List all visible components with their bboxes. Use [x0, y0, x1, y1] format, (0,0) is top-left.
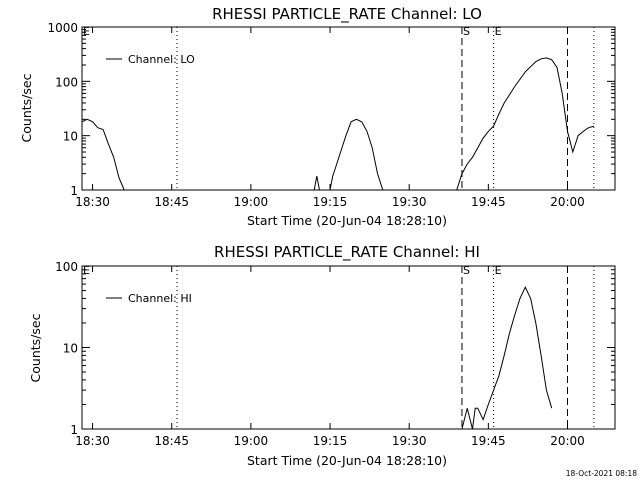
hi-plot-frame	[81, 265, 616, 430]
hi-channel-plot: RHESSI PARTICLE_RATE Channel: HI Counts/…	[28, 243, 616, 468]
lo-x-tick-label: 18:45	[154, 195, 189, 209]
lo-x-tick-label: 19:30	[392, 195, 427, 209]
hi-x-tick-label: 20:00	[550, 434, 585, 448]
lo-event-marker-label: S	[463, 25, 470, 38]
lo-y-tick-label: 100	[55, 75, 78, 89]
hi-x-tick-label: 19:45	[471, 434, 506, 448]
lo-legend-label: Channel: LO	[128, 53, 195, 66]
lo-rate-line	[313, 176, 320, 191]
hi-rate-line	[461, 286, 553, 430]
lo-plot-frame	[81, 26, 616, 191]
lo-x-tick-label: 19:15	[313, 195, 348, 209]
hi-event-marker-label: S	[463, 264, 470, 277]
lo-y-tick-label: 10	[63, 130, 78, 144]
lo-rate-line	[456, 57, 595, 191]
hi-chart-title: RHESSI PARTICLE_RATE Channel: HI	[214, 243, 480, 262]
lo-series	[81, 57, 595, 191]
lo-event-marker-label: E	[495, 25, 502, 38]
lo-y-tick-label: 1	[70, 184, 78, 198]
lo-event-marker-label: E	[83, 25, 90, 38]
hi-x-tick-label: 19:15	[313, 434, 348, 448]
lo-y-axis-label: Counts/sec	[19, 73, 34, 142]
hi-x-tick-label: 19:00	[234, 434, 269, 448]
hi-x-tick-label: 18:30	[75, 434, 110, 448]
lo-x-axis-label: Start Time (20-Jun-04 18:28:10)	[247, 213, 447, 228]
hi-y-axis-label: Counts/sec	[28, 313, 43, 382]
hi-y-tick-label: 100	[55, 260, 78, 274]
lo-rate-line	[81, 118, 125, 191]
lo-x-tick-label: 20:00	[550, 195, 585, 209]
lo-y-tick-label: 1000	[47, 21, 78, 35]
lo-x-tick-label: 18:30	[75, 195, 110, 209]
lo-rate-line	[329, 118, 384, 191]
hi-axis-ticks: 18:30 18:45 19:00 19:15 19:30 19:45 20:00 1 10 10…	[55, 260, 615, 448]
lo-chart-title: RHESSI PARTICLE_RATE Channel: LO	[212, 5, 482, 24]
hi-legend-label: Channel: HI	[128, 292, 192, 305]
hi-series	[461, 286, 553, 430]
lo-axis-ticks: 18:30 18:45 19:00 19:15 19:30 19:45 20:00 1 10 10…	[47, 21, 615, 209]
hi-y-tick-label: 10	[63, 342, 78, 356]
lo-channel-plot: RHESSI PARTICLE_RATE Channel: LO Counts/…	[19, 5, 616, 228]
hi-x-axis-label: Start Time (20-Jun-04 18:28:10)	[247, 453, 447, 468]
hi-event-marker-label: E	[83, 264, 90, 277]
generation-timestamp: 18-Oct-2021 08:18	[566, 469, 637, 478]
hi-event-marker-label: E	[495, 264, 502, 277]
hi-y-tick-label: 1	[70, 423, 78, 437]
lo-x-tick-label: 19:00	[234, 195, 269, 209]
hi-x-tick-label: 19:30	[392, 434, 427, 448]
lo-x-tick-label: 19:45	[471, 195, 506, 209]
hi-x-tick-label: 18:45	[154, 434, 189, 448]
